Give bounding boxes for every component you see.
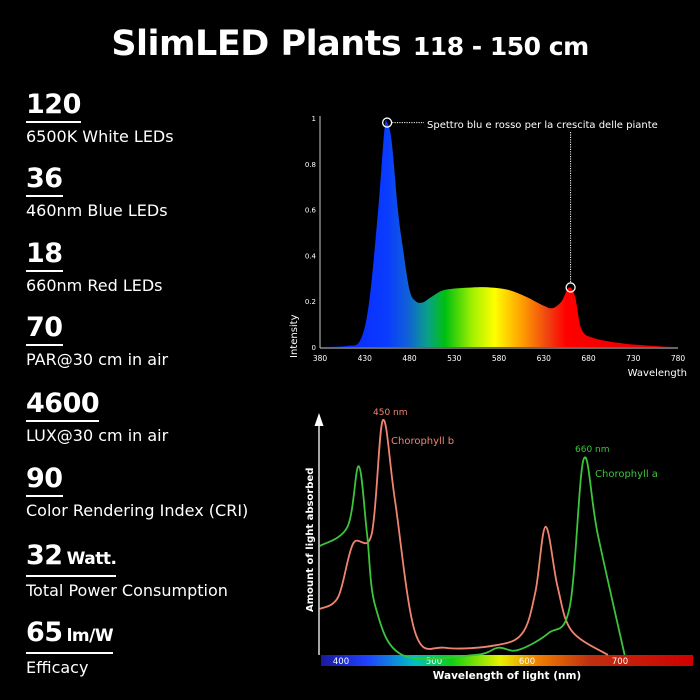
stat-item: 90 Color Rendering Index (CRI) bbox=[26, 464, 248, 520]
stat-label: Total Power Consumption bbox=[26, 581, 228, 600]
stat-number: 4600 bbox=[26, 388, 100, 419]
stat-number: 120 bbox=[26, 89, 81, 120]
page-title: SlimLED Plants 118 - 150 cm bbox=[0, 24, 700, 64]
stat-value: 18 bbox=[26, 239, 63, 272]
wavelength-color-bar bbox=[321, 655, 693, 666]
stat-item: 70 PAR@30 cm in air bbox=[26, 313, 168, 369]
stat-item: 4600 LUX@30 cm in air bbox=[26, 389, 168, 445]
stat-number: 32 bbox=[26, 540, 63, 571]
series-line-chlorophyll-b bbox=[319, 419, 609, 656]
x-tick-label: 480 bbox=[402, 354, 417, 363]
x-tick-label: 380 bbox=[313, 354, 328, 363]
stat-number: 36 bbox=[26, 163, 63, 194]
stat-number: 65 bbox=[26, 617, 63, 648]
y-tick-label: 0.8 bbox=[305, 161, 316, 169]
stat-unit: lm/W bbox=[66, 626, 114, 646]
stat-label: 460nm Blue LEDs bbox=[26, 201, 168, 220]
x-axis-label: Wavelength bbox=[628, 368, 687, 379]
y-tick-label: 0 bbox=[312, 344, 316, 352]
legend-label: Chorophyll b bbox=[391, 436, 454, 447]
title-size: 118 - 150 cm bbox=[412, 32, 589, 61]
x-tick-label: 530 bbox=[447, 354, 462, 363]
y-axis-label: Amount of light absorbed bbox=[305, 468, 316, 612]
x-tick-label: 680 bbox=[581, 354, 596, 363]
stat-number: 90 bbox=[26, 463, 63, 494]
stat-item: 18 660nm Red LEDs bbox=[26, 239, 163, 295]
y-tick-label: 0.6 bbox=[305, 207, 317, 215]
highlight-marker bbox=[565, 282, 576, 293]
peak-label: 660 nm bbox=[575, 445, 610, 455]
stat-number: 18 bbox=[26, 238, 63, 269]
stat-label: Color Rendering Index (CRI) bbox=[26, 501, 249, 520]
y-axis-arrow-icon bbox=[314, 413, 324, 426]
series-line-chlorophyll-a bbox=[319, 456, 626, 660]
stat-value: 70 bbox=[26, 313, 63, 346]
peak-label: 450 nm bbox=[373, 408, 408, 418]
y-tick-label: 1 bbox=[312, 115, 316, 123]
stat-label: 6500K White LEDs bbox=[26, 127, 174, 146]
x-tick-label: 780 bbox=[671, 354, 686, 363]
x-tick-label: 630 bbox=[537, 354, 552, 363]
stat-item: 120 6500K White LEDs bbox=[26, 90, 174, 146]
stat-value: 32 Watt. bbox=[26, 540, 117, 577]
x-axis-label: Wavelength of light (nm) bbox=[433, 670, 581, 682]
legend-label: Chorophyll a bbox=[595, 469, 658, 480]
stat-value: 90 bbox=[26, 464, 63, 497]
x-tick-label: 600 bbox=[519, 657, 535, 667]
y-tick-label: 0.4 bbox=[305, 252, 317, 260]
x-tick-label: 500 bbox=[426, 657, 442, 667]
stat-item: 32 Watt. Total Power Consumption bbox=[26, 541, 228, 600]
x-tick-label: 730 bbox=[626, 354, 641, 363]
spectrum-area bbox=[320, 119, 678, 348]
annotation-text: Spettro blu e rosso per la crescita dell… bbox=[427, 120, 658, 131]
x-tick-label: 430 bbox=[358, 354, 373, 363]
x-tick-label: 700 bbox=[612, 657, 628, 667]
stat-unit: Watt. bbox=[66, 549, 117, 569]
stat-item: 36 460nm Blue LEDs bbox=[26, 164, 168, 220]
stat-value: 120 bbox=[26, 90, 81, 123]
stat-label: PAR@30 cm in air bbox=[26, 350, 169, 369]
y-axis-label: Intensity bbox=[289, 314, 300, 358]
x-tick-label: 400 bbox=[333, 657, 349, 667]
stat-number: 70 bbox=[26, 312, 63, 343]
stat-value: 65 lm/W bbox=[26, 617, 114, 654]
highlight-marker bbox=[381, 117, 393, 128]
stat-label: 660nm Red LEDs bbox=[26, 276, 163, 295]
stat-item: 65 lm/W Efficacy bbox=[26, 617, 114, 677]
stat-label: Efficacy bbox=[26, 658, 89, 677]
title-main: SlimLED Plants bbox=[111, 24, 402, 64]
stat-value: 36 bbox=[26, 164, 63, 197]
stat-label: LUX@30 cm in air bbox=[26, 426, 169, 445]
stat-value: 4600 bbox=[26, 388, 100, 422]
y-tick-label: 0.2 bbox=[305, 298, 316, 306]
x-tick-label: 580 bbox=[492, 354, 507, 363]
